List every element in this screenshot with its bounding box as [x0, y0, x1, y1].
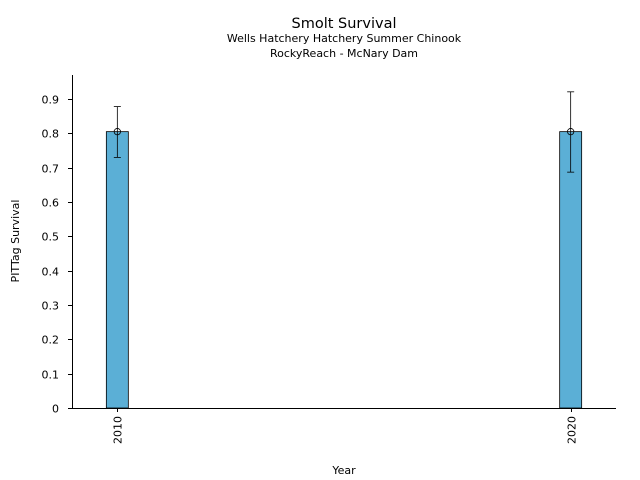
y-axis-label: PITTag Survival — [9, 200, 22, 283]
y-tick-label: 0.1 — [42, 369, 60, 382]
y-tick-label: 0.2 — [42, 334, 60, 347]
point-marker — [113, 128, 121, 136]
y-axis-ticks: 0 0.1 0.2 0.3 0.4 0.5 0.6 0.7 0.8 0.9 — [42, 94, 72, 416]
bar-2020 — [559, 131, 583, 409]
x-axis-label: Year — [331, 464, 356, 477]
bar-2010 — [105, 131, 129, 409]
plot-area — [105, 91, 583, 409]
y-tick-label: 0.3 — [42, 300, 60, 313]
y-tick-label: 0.4 — [42, 266, 60, 279]
x-axis-ticks: 2010 2020 — [112, 408, 579, 444]
chart-subtitle-line-2: RockyReach - McNary Dam — [270, 47, 418, 60]
y-tick-label: 0.8 — [42, 128, 60, 141]
chart-subtitle-line-1: Wells Hatchery Hatchery Summer Chinook — [227, 32, 462, 45]
x-tick-label: 2020 — [566, 416, 579, 444]
chart-title: Smolt Survival — [292, 16, 397, 32]
y-tick-label: 0.6 — [42, 197, 60, 210]
x-tick-label: 2010 — [112, 416, 125, 444]
point-marker — [567, 128, 575, 136]
y-tick-label: 0.9 — [42, 94, 60, 107]
y-tick-label: 0.7 — [42, 163, 60, 176]
y-tick-label: 0 — [52, 403, 59, 416]
y-tick-label: 0.5 — [42, 231, 60, 244]
